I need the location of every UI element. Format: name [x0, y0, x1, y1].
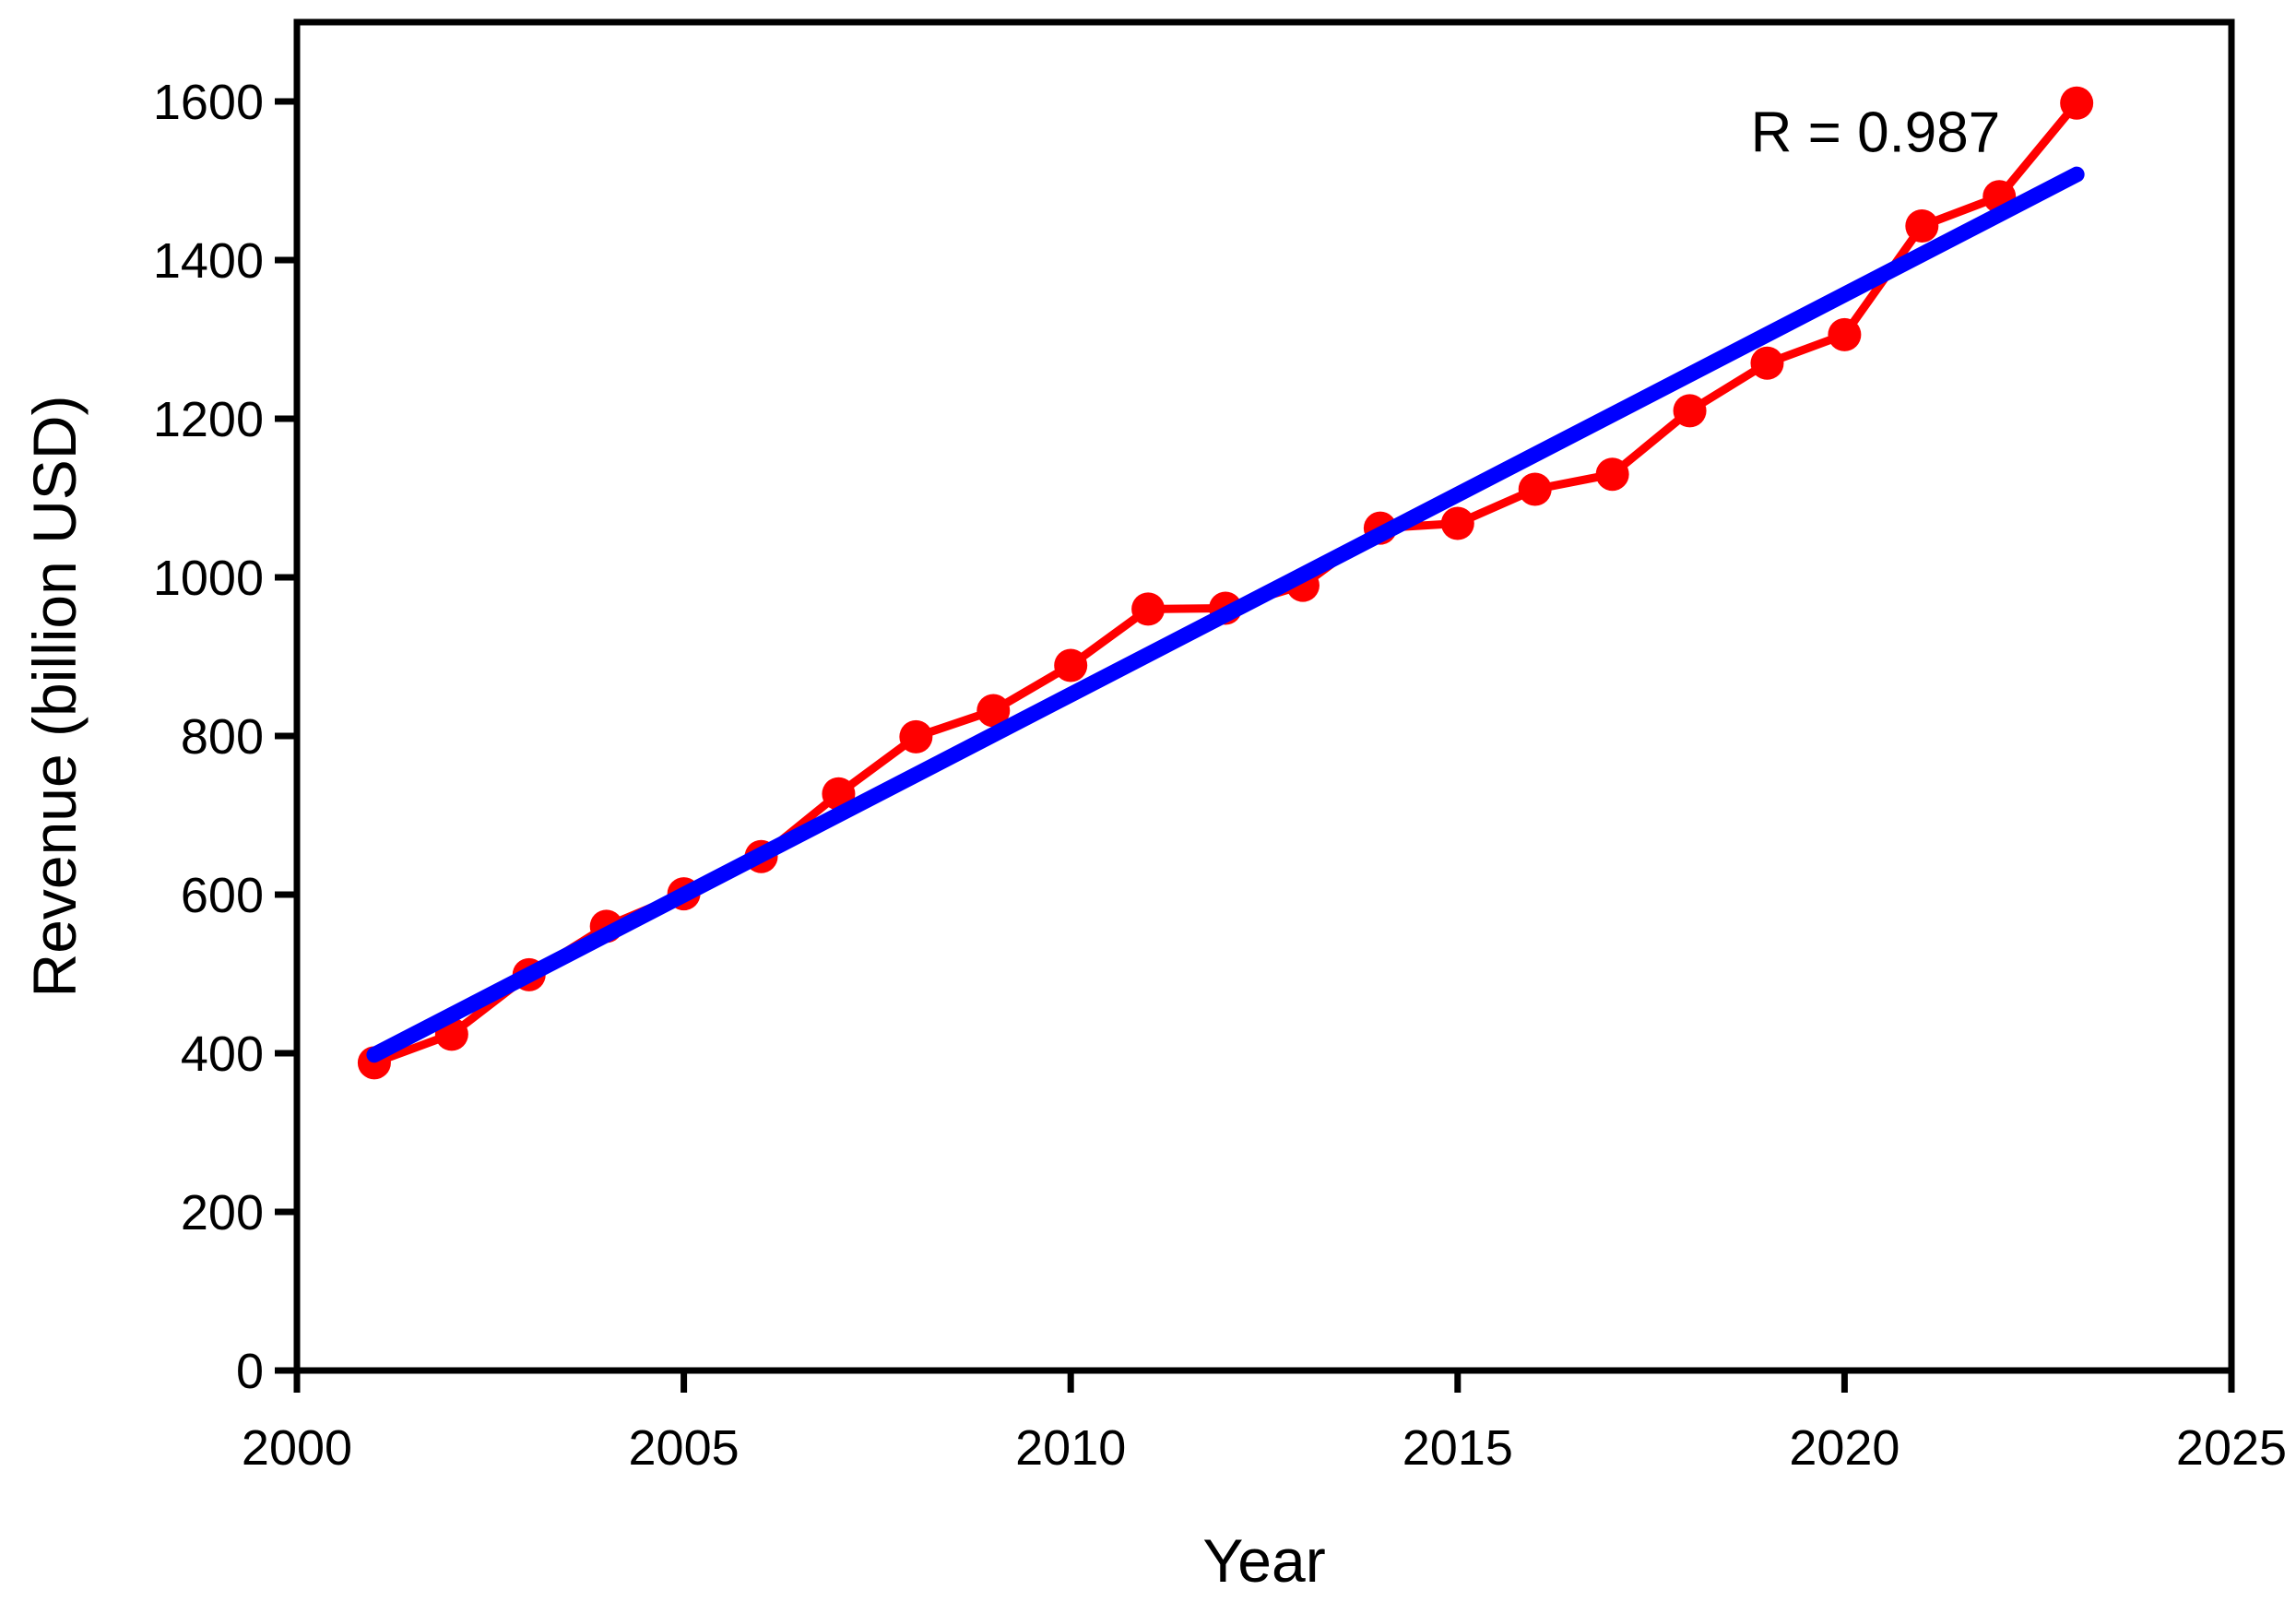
correlation-annotation: R = 0.987	[1751, 101, 2001, 165]
data-point-2016	[1518, 472, 1552, 506]
data-point-2017	[1595, 457, 1629, 492]
data-point-2019	[1750, 346, 1784, 380]
y-tick-label-600: 600	[181, 868, 264, 923]
plot-frame	[293, 18, 2235, 1374]
data-point-2020	[1828, 317, 1862, 351]
data-point-2021	[1905, 209, 1939, 243]
y-axis-title: Revenue (billion USD)	[20, 396, 89, 998]
axes-layer: 2000 2005 2010 2015 2020 2025 0 200 400 600 800 100…	[153, 18, 2287, 1476]
y-tick-label-1000: 1000	[153, 551, 264, 606]
x-tick-label-2000: 2000	[242, 1420, 352, 1476]
y-tick-label-1200: 1200	[153, 392, 264, 447]
data-point-2015	[1440, 506, 1474, 540]
y-tick-label-200: 200	[181, 1185, 264, 1240]
y-tick-label-800: 800	[181, 709, 264, 765]
x-tick-label-2015: 2015	[1402, 1420, 1513, 1476]
y-tick-label-400: 400	[181, 1026, 264, 1082]
x-tick-label-2010: 2010	[1015, 1420, 1126, 1476]
data-point-2011	[1131, 592, 1166, 626]
x-axis-title: Year	[1202, 1526, 1325, 1595]
x-tick-label-2005: 2005	[629, 1420, 740, 1476]
data-point-2008	[899, 719, 933, 754]
trend-line	[366, 166, 2085, 1063]
x-tick-label-2020: 2020	[1789, 1420, 1900, 1476]
trend-line-layer	[366, 166, 2085, 1063]
y-tick-label-1400: 1400	[153, 233, 264, 289]
data-point-2018	[1673, 394, 1707, 428]
x-tick-label-2025: 2025	[2176, 1420, 2287, 1476]
data-point-2009	[976, 694, 1011, 728]
y-tick-label-0: 0	[236, 1344, 264, 1399]
data-point-2023	[2060, 86, 2094, 120]
data-point-2010	[1054, 648, 1088, 682]
y-tick-label-1600: 1600	[153, 75, 264, 130]
